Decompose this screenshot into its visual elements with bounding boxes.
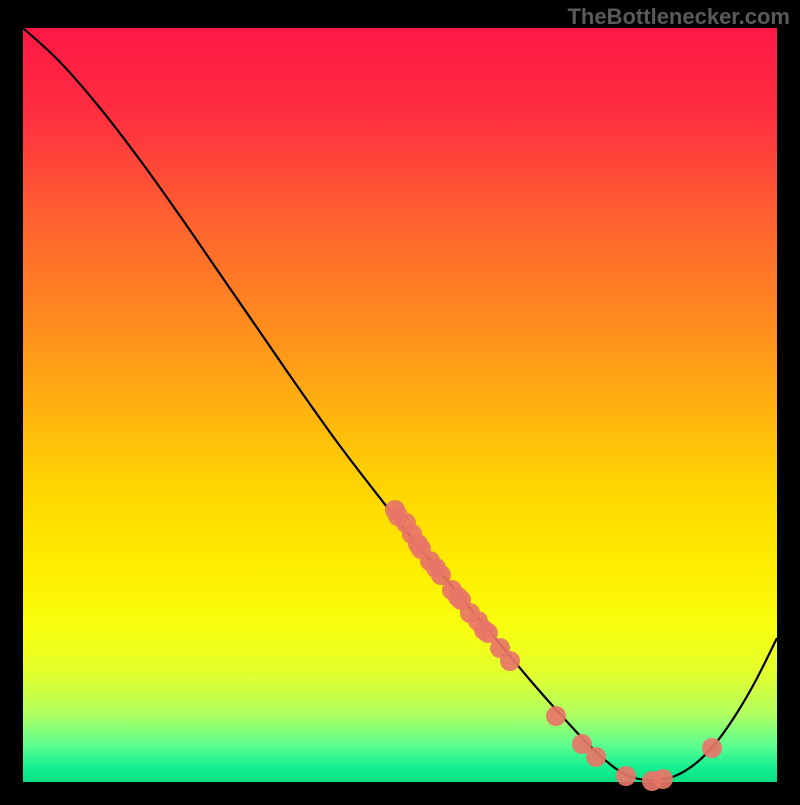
- data-marker: [702, 738, 722, 758]
- data-marker: [653, 769, 673, 789]
- data-marker: [546, 706, 566, 726]
- data-marker: [616, 766, 636, 786]
- bottleneck-chart: [0, 0, 800, 800]
- data-marker: [500, 651, 520, 671]
- chart-svg: [0, 0, 800, 800]
- attribution-label: TheBottlenecker.com: [567, 4, 790, 30]
- data-marker: [586, 747, 606, 767]
- plot-background: [23, 28, 777, 782]
